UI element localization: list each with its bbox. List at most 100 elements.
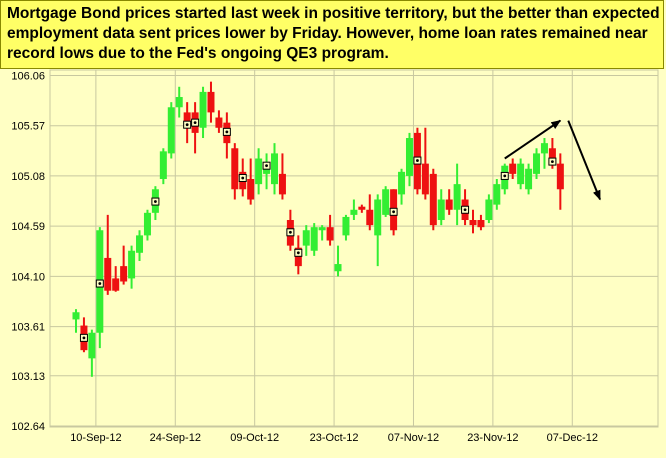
candle <box>262 153 271 190</box>
candle <box>469 209 477 234</box>
candle-body <box>128 250 136 279</box>
candle-body <box>398 171 406 195</box>
candle-body <box>405 138 413 176</box>
candle <box>517 158 525 190</box>
candle <box>128 245 136 289</box>
y-tick-label: 105.08 <box>11 171 45 183</box>
candle-body <box>255 158 263 185</box>
candle <box>167 102 175 159</box>
candle <box>72 309 80 333</box>
candle <box>112 266 120 292</box>
candle-layer <box>72 81 564 377</box>
candle-body <box>278 173 286 195</box>
candle-body <box>358 206 366 210</box>
candle-body <box>175 97 183 108</box>
y-tick-label: 103.61 <box>11 322 45 334</box>
axis-layer: 106.06 105.57 105.08 104.59 104.10 103.61 103.… <box>11 71 598 445</box>
grid-layer <box>49 69 659 428</box>
x-tick-label: 09-Oct-12 <box>230 432 279 444</box>
candle-marker-dot <box>288 230 292 234</box>
candle-body <box>104 257 112 291</box>
candle <box>405 132 413 187</box>
candle <box>215 110 223 133</box>
candle-body <box>310 227 318 251</box>
candle <box>398 168 406 205</box>
candle-body <box>382 189 390 215</box>
annotation-layer <box>504 119 601 201</box>
candle <box>453 163 461 226</box>
candle <box>151 186 160 221</box>
candle-marker-dot <box>392 210 395 214</box>
candle-body <box>318 227 326 231</box>
candle <box>326 214 334 246</box>
candle <box>437 189 445 226</box>
candle <box>533 148 541 180</box>
candle <box>477 214 485 231</box>
candle <box>120 245 128 285</box>
candle-body <box>326 227 334 241</box>
candle-marker-dot <box>463 208 467 212</box>
y-tick-label: 106.06 <box>11 71 45 83</box>
candle <box>342 214 350 241</box>
y-tick-label: 102.64 <box>11 421 45 433</box>
candle <box>374 194 382 267</box>
candle-body <box>374 199 382 236</box>
candle-body <box>350 209 358 215</box>
candle-body <box>167 107 175 154</box>
candle-body <box>477 220 485 228</box>
candle <box>382 186 390 217</box>
candle <box>429 168 437 231</box>
y-tick-label: 103.13 <box>11 371 45 383</box>
candle <box>485 194 493 224</box>
candle <box>548 138 557 169</box>
candle-body <box>136 235 144 253</box>
candle-body <box>247 179 255 200</box>
candle-marker-dot <box>503 174 507 178</box>
candle-body <box>485 199 493 221</box>
y-tick-label: 104.10 <box>11 271 45 283</box>
candle-body <box>215 117 223 128</box>
candle <box>286 209 295 251</box>
candle-body <box>517 163 525 185</box>
trend-arrow <box>567 120 601 201</box>
candle <box>231 143 239 200</box>
candle <box>421 127 429 200</box>
candle-body <box>120 266 128 282</box>
candle <box>136 230 144 261</box>
candle-body <box>421 163 429 195</box>
candle <box>278 153 286 200</box>
candle <box>207 81 215 123</box>
candle-body <box>493 184 501 205</box>
candle <box>88 329 96 377</box>
candle-marker-dot <box>241 176 245 180</box>
candle <box>318 225 326 241</box>
candle-marker-dot <box>154 200 157 203</box>
candle <box>389 189 398 236</box>
candle-body <box>540 143 548 154</box>
candle-marker-dot <box>296 251 300 255</box>
candle-body <box>525 168 533 190</box>
candle-body <box>437 199 445 221</box>
x-tick-label: 07-Dec-12 <box>547 432 598 444</box>
candle-body <box>183 112 191 126</box>
candle <box>104 214 112 295</box>
x-tick-label: 23-Nov-12 <box>467 432 518 444</box>
x-tick-label: 07-Nov-12 <box>388 432 439 444</box>
candle <box>413 127 422 195</box>
candle <box>461 189 470 226</box>
candle <box>366 194 374 231</box>
candle <box>556 153 564 210</box>
chart-caption: Mortgage Bond prices started last week i… <box>0 0 664 69</box>
candle-body <box>342 216 350 236</box>
y-tick-label: 105.57 <box>11 121 45 133</box>
candle-body <box>159 151 167 180</box>
candle-marker-dot <box>82 336 86 340</box>
candle-body <box>143 212 151 236</box>
candle <box>175 86 183 118</box>
candle-body <box>556 163 564 190</box>
candle-body <box>302 230 310 246</box>
candle-body <box>533 153 541 174</box>
candle <box>493 179 501 210</box>
candle <box>500 163 509 195</box>
candle-marker-dot <box>265 164 268 168</box>
